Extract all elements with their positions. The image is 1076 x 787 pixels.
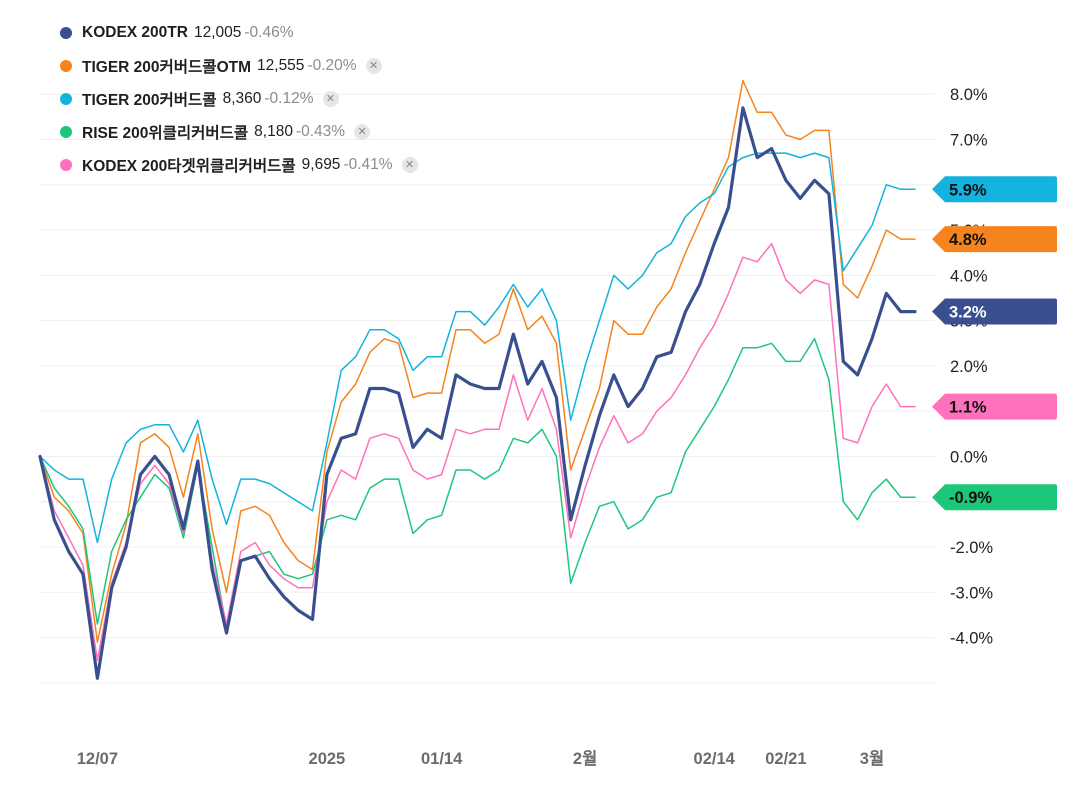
dot-icon xyxy=(60,59,72,72)
series-line xyxy=(39,242,916,661)
value-badge-label: 4.8% xyxy=(949,231,987,249)
legend-price: 12,555 xyxy=(257,56,305,74)
legend-change: -0.46% xyxy=(244,23,294,41)
legend-price: 8,180 xyxy=(254,122,293,140)
dot-icon xyxy=(60,26,72,39)
value-badge-label: 3.2% xyxy=(949,304,987,322)
legend-item[interactable]: KODEX 200타겟위클리커버드콜 9,695 -0.41% ✕ xyxy=(60,148,418,181)
legend-name: KODEX 200타겟위클리커버드콜 xyxy=(82,157,296,175)
series-line xyxy=(38,106,917,680)
legend-name: KODEX 200TR xyxy=(82,23,188,41)
x-tick-label: 12/07 xyxy=(77,750,118,768)
y-tick-label: 2.0% xyxy=(950,358,988,376)
legend-name: TIGER 200커버드콜OTM xyxy=(82,58,252,76)
x-tick-label: 01/14 xyxy=(421,750,463,768)
legend-change: -0.12% xyxy=(264,89,314,107)
x-tick-label: 02/21 xyxy=(765,750,806,768)
legend-price: 12,005 xyxy=(193,23,242,41)
legend-item[interactable]: TIGER 200커버드콜 8,360 -0.12% ✕ xyxy=(60,82,418,115)
dot-icon xyxy=(60,158,72,171)
y-tick-label: -4.0% xyxy=(950,630,993,648)
series-line xyxy=(39,79,916,643)
close-icon[interactable]: ✕ xyxy=(365,57,382,74)
close-icon[interactable]: ✕ xyxy=(354,123,371,140)
legend-item[interactable]: KODEX 200TR 12,005 -0.46% xyxy=(60,16,418,49)
legend-name: RISE 200위클리커버드콜 xyxy=(82,124,249,142)
x-tick-label: 2월 xyxy=(573,749,597,768)
legend-name: TIGER 200커버드콜 xyxy=(82,91,217,109)
close-icon[interactable]: ✕ xyxy=(401,156,418,173)
legend-price: 8,360 xyxy=(222,89,262,107)
value-badge xyxy=(932,176,1057,203)
legend-price: 9,695 xyxy=(301,155,341,173)
legend-item[interactable]: TIGER 200커버드콜OTM 12,555 -0.20% ✕ xyxy=(60,49,418,82)
legend: KODEX 200TR 12,005 -0.46% TIGER 200커버드콜OTM 1… xyxy=(60,16,418,181)
dot-icon xyxy=(60,92,72,105)
value-badge xyxy=(932,393,1057,420)
close-icon[interactable]: ✕ xyxy=(322,90,339,107)
value-badge xyxy=(932,484,1057,511)
value-badge-label: -0.9% xyxy=(949,489,992,507)
series-line xyxy=(39,337,916,630)
y-tick-label: -2.0% xyxy=(950,539,993,557)
series-line xyxy=(39,152,916,544)
x-tick-label: 02/14 xyxy=(694,750,736,768)
value-badge xyxy=(932,298,1057,325)
y-tick-label: 0.0% xyxy=(950,448,988,466)
y-tick-label: 4.0% xyxy=(950,267,988,285)
y-tick-label: -3.0% xyxy=(950,584,993,602)
x-tick-label: 2025 xyxy=(309,750,346,768)
value-badge-label: 5.9% xyxy=(949,181,987,199)
legend-change: -0.41% xyxy=(343,155,393,173)
legend-change: -0.20% xyxy=(307,56,357,74)
value-badge xyxy=(932,226,1057,253)
value-badge-label: 1.1% xyxy=(949,399,987,417)
dot-icon xyxy=(60,125,72,138)
legend-change: -0.43% xyxy=(295,122,346,140)
y-tick-label: 7.0% xyxy=(950,132,988,150)
legend-item[interactable]: RISE 200위클리커버드콜 8,180 -0.43% ✕ xyxy=(60,115,418,148)
y-tick-label: 8.0% xyxy=(950,86,988,104)
x-tick-label: 3월 xyxy=(860,749,884,768)
